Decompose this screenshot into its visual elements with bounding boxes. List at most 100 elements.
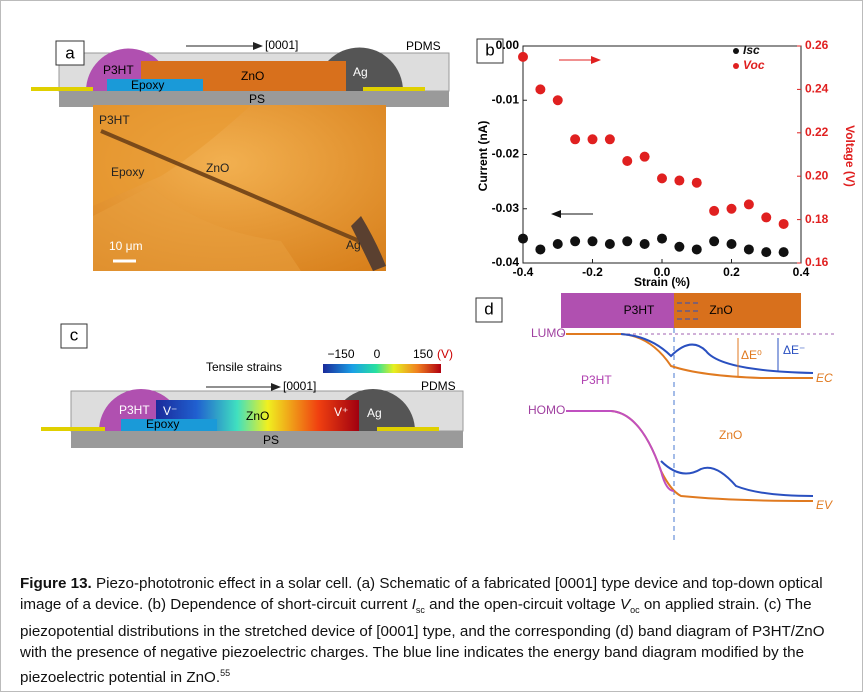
p3ht-bar (561, 293, 674, 328)
y2-tick-label: 0.20 (805, 168, 829, 182)
text: (V) (437, 347, 453, 361)
text: 0 (374, 347, 381, 361)
point (518, 234, 528, 244)
arrow-head (551, 210, 561, 218)
plot-frame (523, 46, 801, 263)
y2-tick-label: 0.26 (805, 38, 829, 52)
text: LUMO (531, 326, 566, 340)
text: −150 (327, 347, 354, 361)
point (588, 134, 598, 144)
text: 10 μm (109, 239, 143, 253)
text: Ag (367, 406, 382, 420)
arrow-head (591, 56, 601, 64)
point (744, 244, 754, 254)
y-tick-label: 0.00 (496, 38, 520, 52)
point (588, 236, 598, 246)
point (622, 236, 632, 246)
electrode (377, 427, 439, 431)
point (674, 176, 684, 186)
figure-number: Figure 13. (20, 575, 92, 592)
electrode (363, 87, 425, 91)
y-tick-label: -0.02 (492, 147, 520, 161)
point (779, 219, 789, 229)
text: P3HT (119, 403, 150, 417)
text: PDMS (421, 379, 456, 393)
text: PS (249, 92, 265, 106)
text: ZnO (241, 69, 264, 83)
ev-orange (566, 411, 813, 501)
y-tick-label: -0.03 (492, 201, 520, 215)
text: P3HT (624, 303, 655, 317)
text: V⁻ (163, 404, 177, 418)
y-axis-label: Current (nA) (476, 121, 490, 192)
point (570, 134, 580, 144)
x-tick-label: 0.0 (654, 265, 671, 279)
text: P3HT (581, 373, 612, 387)
point (709, 236, 719, 246)
text: Tensile strains (206, 360, 282, 374)
colorbar (323, 364, 441, 373)
text: PS (263, 433, 279, 447)
text: Epoxy (131, 78, 164, 92)
point (535, 244, 545, 254)
point (692, 178, 702, 188)
text: Epoxy (111, 165, 144, 179)
text: HOMO (528, 403, 565, 417)
text: P3HT (103, 63, 134, 77)
point (553, 95, 563, 105)
text: Ag (353, 65, 368, 79)
y2-tick-label: 0.18 (805, 212, 829, 226)
point (622, 156, 632, 166)
page: a [0001] PDMS P3HT ZnO Ag Epoxy PS P3HT … (0, 0, 863, 692)
caption: Figure 13. Piezo-phototronic effect in a… (20, 573, 850, 688)
electrode (31, 87, 93, 91)
text: 150 (413, 347, 433, 361)
panel-c: c Tensile strains −150 0 150 (V) [0001] … (41, 324, 463, 448)
y2-tick-label: 0.16 (805, 255, 829, 269)
point (761, 247, 771, 257)
point (518, 52, 528, 62)
figure: a [0001] PDMS P3HT ZnO Ag Epoxy PS P3HT … (1, 1, 862, 566)
text: ΔE⁰ (741, 348, 762, 362)
y-tick-label: -0.04 (492, 255, 520, 269)
point (553, 239, 563, 249)
panel-label: c (70, 325, 79, 344)
electrode (41, 427, 105, 431)
y2-tick-label: 0.22 (805, 125, 829, 139)
y-tick-label: -0.01 (492, 92, 520, 106)
point (605, 239, 615, 249)
arrow-head (253, 42, 263, 50)
point (727, 204, 737, 214)
point (779, 247, 789, 257)
panel-label: b (485, 40, 494, 59)
point (535, 84, 545, 94)
point (674, 242, 684, 252)
point (640, 152, 650, 162)
text: Epoxy (146, 417, 179, 431)
panel-label: d (484, 299, 493, 318)
panel-b: b Strain (%) Current (nA) Voltage (V) -0… (476, 38, 857, 289)
x-tick-label: -0.2 (582, 265, 603, 279)
text: V⁺ (334, 405, 348, 419)
legend-label: Voc (743, 58, 765, 72)
legend-label: Isc (743, 43, 760, 57)
text: PDMS (406, 39, 441, 53)
panel-label: a (65, 43, 75, 62)
point (640, 239, 650, 249)
legend-marker (733, 48, 739, 54)
text: P3HT (99, 113, 130, 127)
ev-pink (566, 411, 674, 491)
text: ZnO (719, 428, 742, 442)
symbol: V (620, 596, 630, 613)
ev-blue (661, 461, 813, 496)
caption-text: and the open-circuit voltage (425, 596, 620, 613)
subscript: sc (416, 605, 425, 615)
panel-a: a [0001] PDMS P3HT ZnO Ag Epoxy PS P3HT … (31, 38, 449, 271)
text: ZnO (206, 161, 229, 175)
point (692, 244, 702, 254)
x-tick-label: 0.2 (723, 265, 740, 279)
arrow-head (271, 383, 281, 391)
point (744, 199, 754, 209)
y2-tick-label: 0.24 (805, 82, 829, 96)
point (761, 212, 771, 222)
